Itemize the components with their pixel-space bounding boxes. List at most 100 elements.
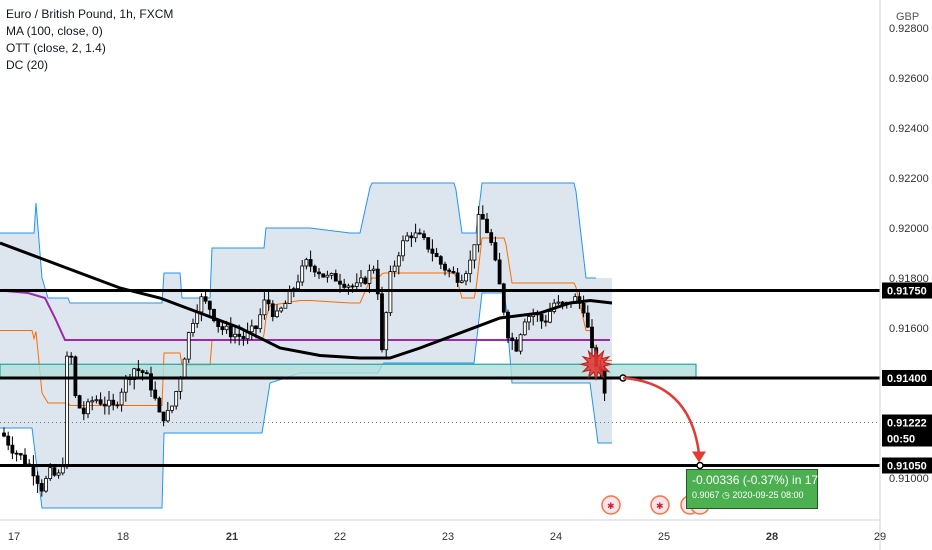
candle-body: [178, 378, 183, 392]
candle-body: [409, 235, 414, 239]
dc-indicator-label[interactable]: DC (20): [6, 58, 49, 72]
candle-body: [543, 320, 548, 323]
candle-body: [161, 411, 166, 422]
projection-arrowhead: [692, 451, 706, 463]
candle-body: [325, 274, 330, 278]
candle-body: [304, 259, 309, 267]
clock-icon: ◷: [722, 490, 730, 500]
candle-body: [266, 299, 271, 305]
candle-body: [203, 296, 208, 302]
candle-body: [44, 478, 48, 492]
candle-body: [136, 368, 141, 372]
candle-body: [405, 235, 410, 242]
candle-body: [506, 311, 510, 339]
candle-body: [258, 314, 263, 330]
candle-body: [73, 356, 78, 397]
candle-body: [241, 336, 246, 340]
projection-label[interactable]: -0.00336 (-0.37%) in 17h 0.9067 ◷ 2020-0…: [686, 469, 825, 509]
candle-body: [338, 280, 342, 285]
candle-body: [577, 296, 582, 304]
moving-average-line: [0, 241, 613, 360]
candle-body: [262, 299, 267, 316]
candle-body: [174, 391, 179, 407]
candle-body: [56, 472, 61, 476]
candle-body: [375, 268, 380, 295]
donchian-upper-line: [0, 182, 596, 304]
candle-body: [510, 337, 515, 341]
price-tag: [882, 457, 932, 474]
candle-body: [165, 409, 170, 422]
candle-body: [333, 273, 338, 282]
candle-body: [422, 233, 426, 239]
date-tick-label: 28: [766, 531, 778, 543]
candle-body: [384, 312, 389, 351]
candle-body: [228, 325, 233, 338]
candle-body: [590, 326, 594, 349]
candle-body: [94, 399, 99, 402]
projection-detail: 0.9067 ◷ 2020-09-25 08:00: [692, 488, 812, 502]
candle-body: [199, 296, 204, 313]
price-tag-label: 00:50: [887, 434, 915, 446]
price-tick-label: 0.91800: [889, 273, 929, 285]
candle-body: [98, 399, 103, 405]
candle-body: [602, 369, 607, 394]
candle-body: [153, 389, 158, 399]
candle-body: [111, 399, 116, 406]
candle-body: [556, 301, 561, 304]
candle-body: [102, 403, 107, 407]
flag-glyph: ✱: [607, 501, 615, 511]
date-tick-label: 29: [874, 531, 886, 543]
price-tick-label: 0.92200: [889, 173, 929, 185]
candle-body: [149, 373, 153, 391]
candle-body: [35, 475, 40, 484]
candle-body: [367, 269, 372, 284]
candle-body: [485, 218, 489, 234]
candle-body: [359, 277, 363, 284]
symbol-title[interactable]: Euro / British Pound, 1h, FXCM: [6, 7, 174, 21]
date-tick-label: 25: [658, 531, 670, 543]
candle-body: [90, 400, 95, 403]
candle-body: [489, 232, 494, 243]
economic-event-icon: [650, 495, 670, 515]
ott-indicator-label[interactable]: OTT (close, 2, 1.4): [6, 41, 106, 55]
candle-body: [23, 454, 27, 465]
candle-body: [10, 444, 15, 454]
candle-body: [107, 399, 111, 407]
ma-indicator-label[interactable]: MA (100, close, 0): [6, 24, 103, 38]
candle-body: [287, 290, 292, 304]
chart-legend: Euro / British Pound, 1h, FXCM MA (100, …: [6, 6, 173, 74]
candle-body: [39, 483, 44, 492]
projection-change: -0.00336 (-0.37%) in 17h: [692, 473, 825, 487]
candle-body: [455, 272, 460, 283]
economic-event-icon: [601, 495, 621, 515]
candle-body: [6, 435, 11, 446]
candle-body: [354, 282, 359, 287]
candle-body: [514, 340, 519, 352]
candle-body: [371, 268, 376, 271]
candle-body: [212, 308, 216, 322]
candle-body: [581, 303, 586, 314]
candle-body: [548, 311, 552, 323]
donchian-fill: [0, 183, 612, 508]
candle-body: [413, 232, 418, 239]
currency-label: GBP: [896, 11, 920, 23]
candle-body: [249, 325, 254, 333]
candle-body: [14, 452, 19, 455]
candle-body: [115, 404, 120, 407]
candle-body: [170, 405, 174, 411]
candle-body: [157, 397, 162, 413]
price-tick-label: 0.91000: [889, 473, 929, 485]
price-tag: [882, 370, 932, 386]
candle-body: [438, 256, 443, 265]
candle-body: [497, 259, 502, 285]
candle-body: [501, 283, 506, 313]
candle-body: [60, 466, 65, 474]
breakout-marker: [579, 347, 613, 382]
candle-body: [254, 325, 258, 330]
candle-body: [476, 214, 481, 246]
price-tag-label: 0.91050: [887, 461, 927, 473]
flag-glyph: ✱: [656, 501, 664, 511]
price-tick-label: 0.92000: [889, 223, 929, 235]
candle-body: [447, 269, 452, 272]
